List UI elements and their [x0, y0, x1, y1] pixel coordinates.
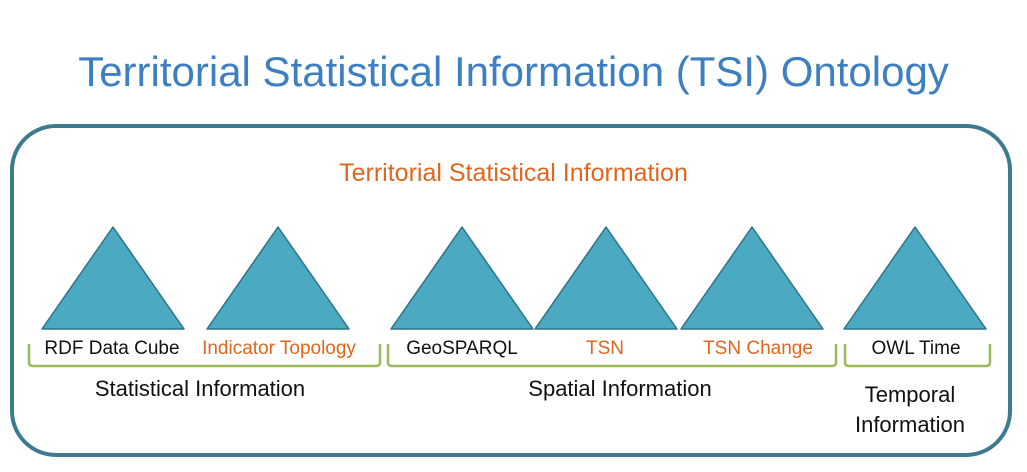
ontology-triangle-rdf-data-cube [41, 226, 185, 330]
bracket-temporal [843, 344, 992, 368]
group-label-temporal-line2: Information [854, 412, 966, 437]
frame-title: Territorial Statistical Information [339, 159, 688, 187]
ontology-triangle-tsn [534, 226, 678, 330]
tsi-ontology-frame [10, 124, 1012, 457]
triangle-layer [41, 226, 987, 330]
ontology-triangle-tsn-change [680, 226, 824, 330]
group-label-statistical: Statistical Information [94, 376, 306, 401]
ontology-triangle-geosparql [390, 226, 534, 330]
group-label-spatial: Spatial Information [528, 376, 712, 401]
page-title: Territorial Statistical Information (TSI… [78, 48, 949, 95]
ontology-triangle-owl-time [843, 226, 987, 330]
ontology-label-geosparql: GeoSPARQL [406, 338, 518, 359]
bracket-statistical [27, 344, 382, 368]
ontology-label-owl-time: OWL Time [871, 338, 961, 359]
ontology-triangle-indicator-topology [206, 226, 350, 330]
ontology-label-indicator-topology: Indicator Topology [202, 338, 356, 359]
ontology-label-tsn: TSN [586, 338, 624, 359]
group-label-temporal-line1: Temporal [864, 382, 956, 407]
bracket-spatial [386, 344, 838, 368]
ontology-label-rdf-data-cube: RDF Data Cube [44, 338, 180, 359]
ontology-label-tsn-change: TSN Change [703, 338, 813, 359]
bracket-layer [27, 344, 992, 368]
